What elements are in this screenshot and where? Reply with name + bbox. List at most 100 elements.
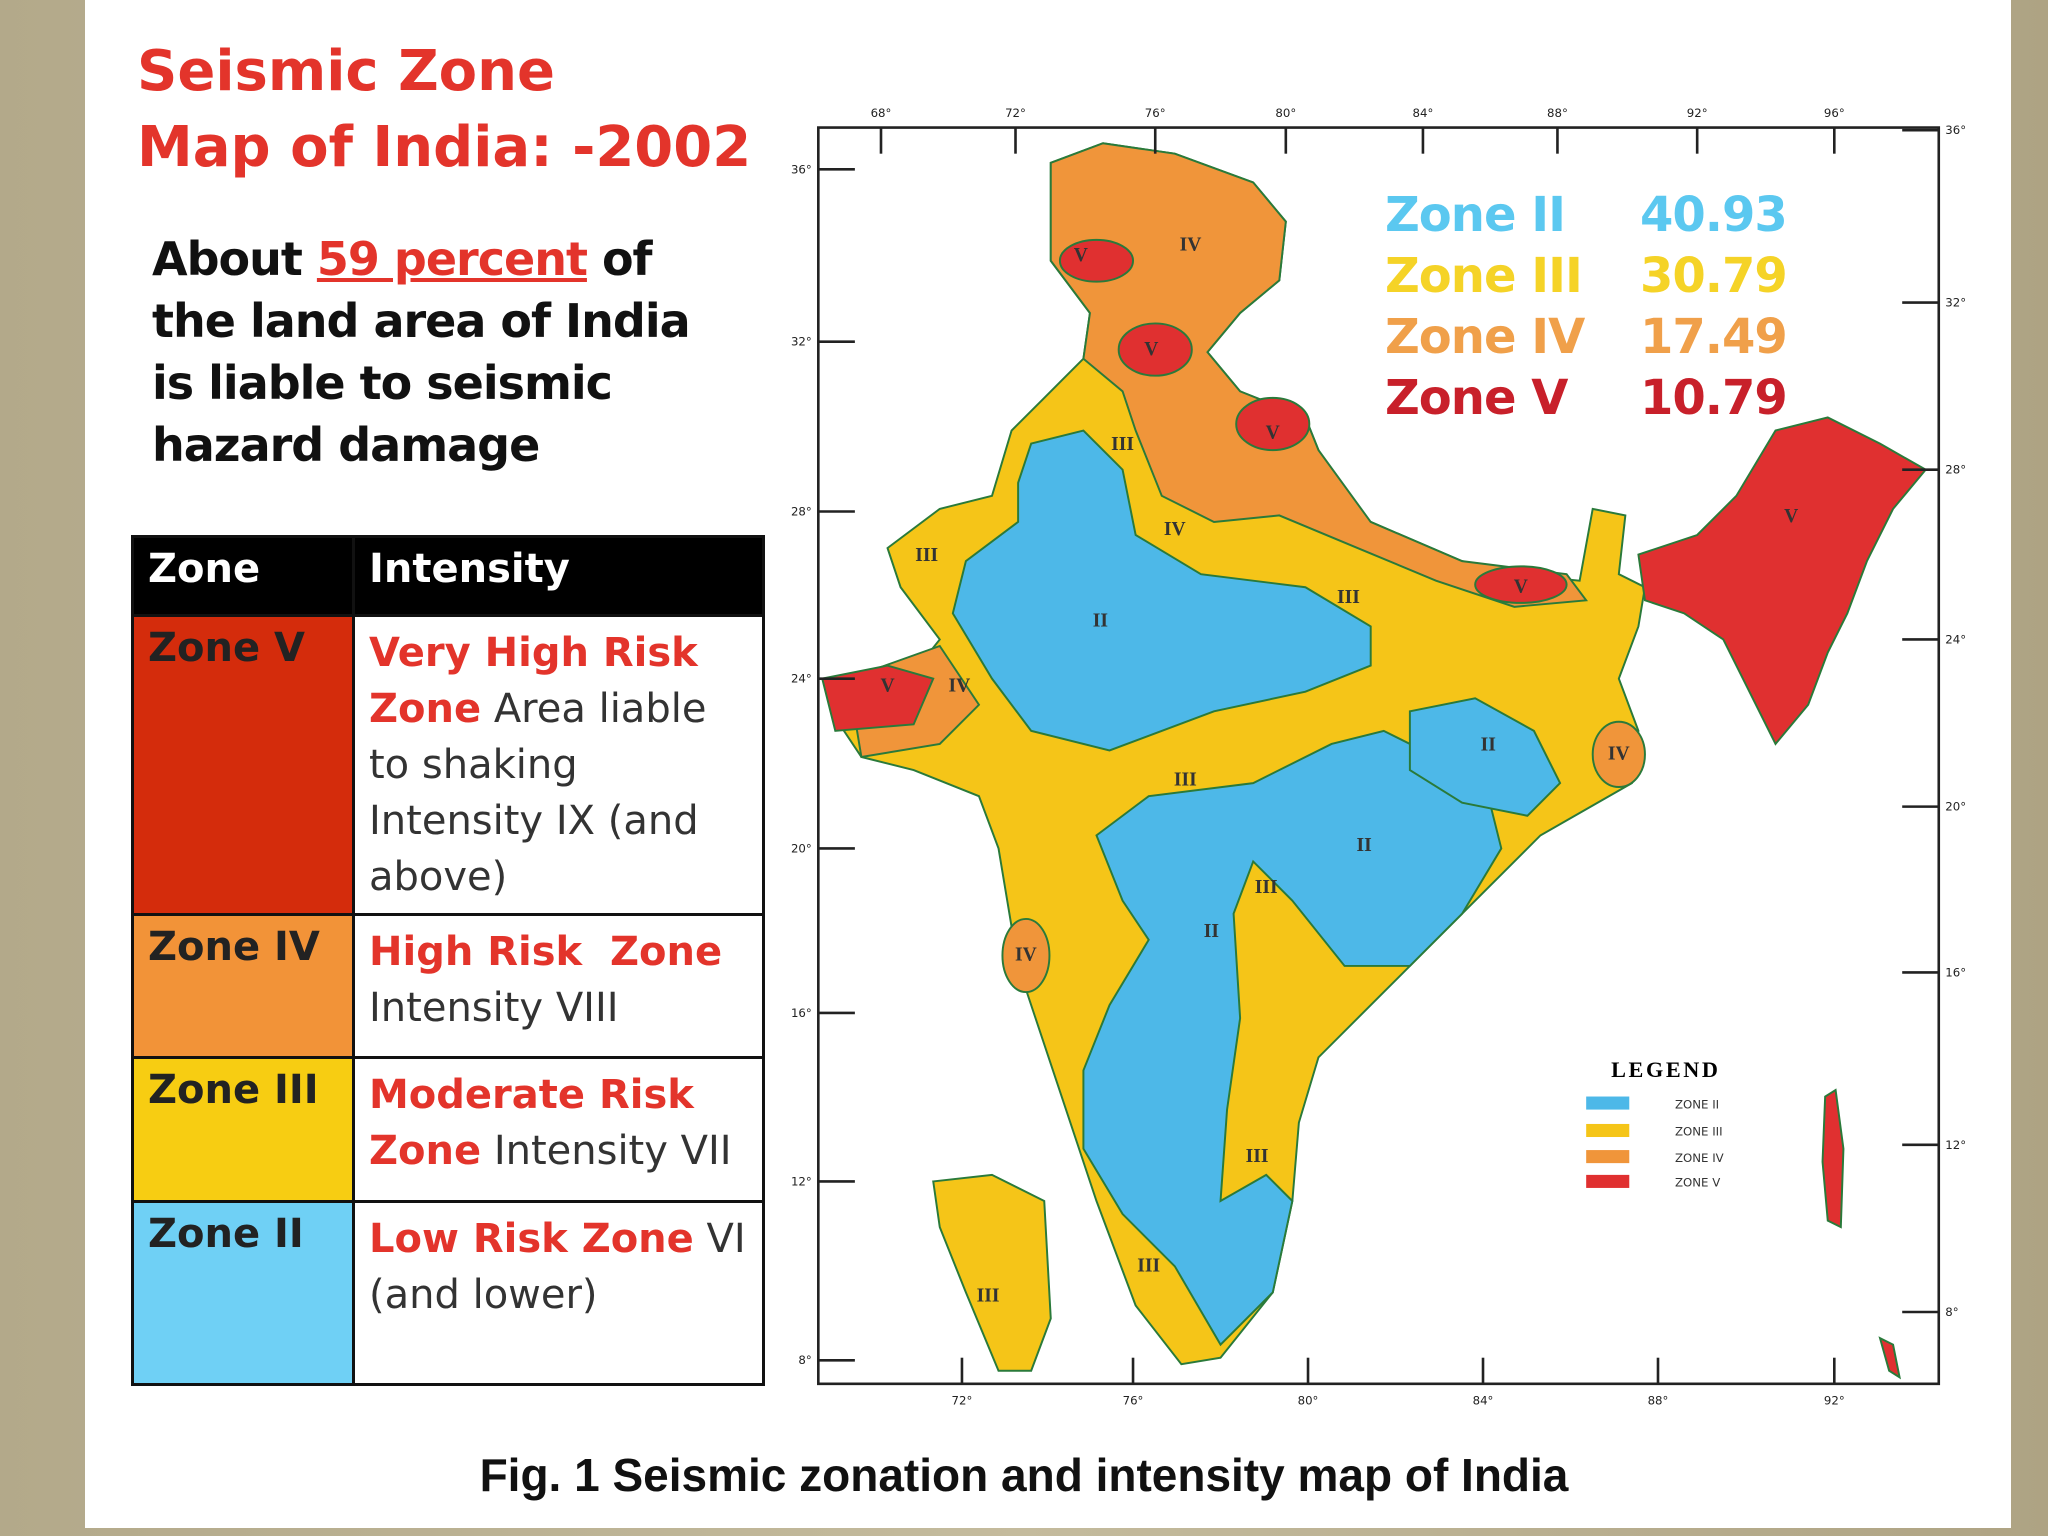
zone-iv-area (1591, 720, 1646, 789)
risk: Very High Risk Zone (369, 630, 698, 732)
lon-label: 76° (1145, 106, 1166, 120)
stat-row: Zone IV 17.49 (1385, 307, 1788, 368)
lat-label: 20° (1945, 800, 1966, 814)
lat-label: 28° (791, 504, 812, 518)
zone-label: V (1074, 245, 1088, 266)
stat-row: Zone III 30.79 (1385, 246, 1788, 307)
lon-label: 92° (1687, 106, 1708, 120)
zone-v-area (1637, 416, 1928, 746)
legend-swatch (1586, 1123, 1630, 1138)
lat-label: 28° (1945, 463, 1966, 477)
lat-label: 8° (1945, 1305, 1958, 1319)
lon-label: 84° (1413, 106, 1434, 120)
lon-label: 68° (871, 106, 892, 120)
stat-value: 40.93 (1640, 187, 1788, 243)
intro-after: of the land area of India is liable to s… (152, 232, 691, 472)
stat-zone: Zone II (1385, 187, 1566, 243)
lat-label: 16° (1945, 965, 1966, 979)
detail: Intensity VII (493, 1128, 732, 1174)
lon-label: 88° (1547, 106, 1568, 120)
intro-text: About 59 percent of the land area of Ind… (152, 228, 732, 476)
zones (821, 142, 1928, 1380)
lon-label: 88° (1648, 1394, 1669, 1408)
lat-label: 8° (798, 1353, 811, 1367)
zone-label: V (1514, 576, 1528, 597)
lon-label: 84° (1473, 1394, 1494, 1408)
stat-zone: Zone IV (1385, 309, 1585, 365)
zone-label: IV (948, 676, 970, 697)
zone-label: III (915, 545, 938, 566)
zone-label: III (1174, 770, 1197, 791)
risk: Moderate Risk Zone (369, 1072, 694, 1174)
table-row: Zone V Very High Risk Zone Area liable to… (131, 614, 765, 916)
intensity-cell: Very High Risk Zone Area liable to shaki… (352, 614, 765, 916)
intensity-cell: Moderate Risk Zone Intensity VII (352, 1056, 765, 1203)
intro-before: About (152, 232, 303, 286)
zone-iv-area (1001, 917, 1051, 994)
zone-cell: Zone V (131, 614, 355, 916)
lon-label: 96° (1824, 106, 1845, 120)
stat-value: 30.79 (1640, 248, 1788, 304)
title-line: Map of India: -2002 (137, 115, 752, 180)
table-header: Zone Intensity (131, 535, 765, 617)
lat-label: 32° (1945, 295, 1966, 309)
zone-label: V (880, 676, 894, 697)
table-row: Zone II Low Risk Zone VI (and lower) (131, 1200, 765, 1386)
legend-title: LEGEND (1611, 1057, 1720, 1082)
table-row: Zone III Moderate Risk Zone Intensity VII (131, 1056, 765, 1203)
header-cell: Intensity (352, 535, 765, 617)
lat-label: 16° (791, 1006, 812, 1020)
risk: High Risk Zone (369, 929, 723, 975)
legend-swatch (1586, 1174, 1630, 1188)
lat-label: 36° (1945, 123, 1966, 137)
zone-ii-area (1408, 697, 1562, 817)
zone-v-area (1235, 396, 1311, 452)
title-line: Seismic Zone (137, 39, 556, 104)
stat-row: Zone V 10.79 (1385, 368, 1788, 429)
zone-label: III (977, 1286, 1000, 1307)
zone-label: IV (1015, 945, 1037, 966)
lon-label: 76° (1123, 1394, 1144, 1408)
lat-label: 32° (791, 335, 812, 349)
risk: Low Risk Zone (369, 1216, 694, 1262)
zone-label: III (1255, 877, 1278, 898)
zone-label: V (1266, 422, 1280, 443)
zone-label: III (1337, 587, 1360, 608)
legend: LEGEND (1586, 1057, 1720, 1188)
lat-label: 12° (791, 1174, 812, 1188)
table-row: Zone IV High Risk Zone Intensity VIII (131, 913, 765, 1059)
zone-v-area (1474, 565, 1568, 604)
zone-label: V (1144, 339, 1158, 360)
zone-iv-area (1049, 142, 1589, 608)
zone-label: II (1204, 921, 1219, 942)
caption: Fig. 1 Seismic zonation and intensity ma… (479, 1449, 1569, 1501)
legend-label: ZONE IV (1675, 1151, 1724, 1165)
lon-label: 92° (1824, 1394, 1845, 1408)
zone-v-area (1117, 322, 1193, 377)
zone-ii-area (951, 429, 1372, 752)
zone-label: IV (1164, 519, 1186, 540)
zone-label: IV (1608, 744, 1630, 765)
intensity-cell: Low Risk Zone VI (and lower) (352, 1200, 765, 1386)
intro-highlight: 59 percent (316, 232, 588, 286)
zone-label: V (1784, 506, 1798, 527)
island-area (932, 1173, 1052, 1372)
detail: VI (and lower) (369, 1216, 746, 1318)
intensity-cell: High Risk Zone Intensity VIII (352, 913, 765, 1059)
stat-value: 17.49 (1640, 309, 1788, 365)
zone-cell: Zone IV (131, 913, 355, 1059)
island-area (1821, 1088, 1845, 1229)
stat-zone: Zone III (1385, 248, 1583, 304)
zone-v-area (821, 664, 935, 732)
legend-label: ZONE V (1675, 1176, 1720, 1190)
stat-zone: Zone V (1385, 370, 1568, 426)
zone-label: II (1481, 734, 1496, 755)
lon-label: 80° (1298, 1394, 1319, 1408)
zone-label: II (1093, 610, 1108, 631)
legend-swatch (1586, 1096, 1630, 1110)
zone-cell: Zone III (131, 1056, 355, 1203)
zone-stats: Zone II 40.93 Zone III 30.79 Zone IV 17.49 … (1385, 185, 1788, 429)
header-cell: Zone (131, 535, 355, 617)
lon-label: 80° (1275, 106, 1296, 120)
